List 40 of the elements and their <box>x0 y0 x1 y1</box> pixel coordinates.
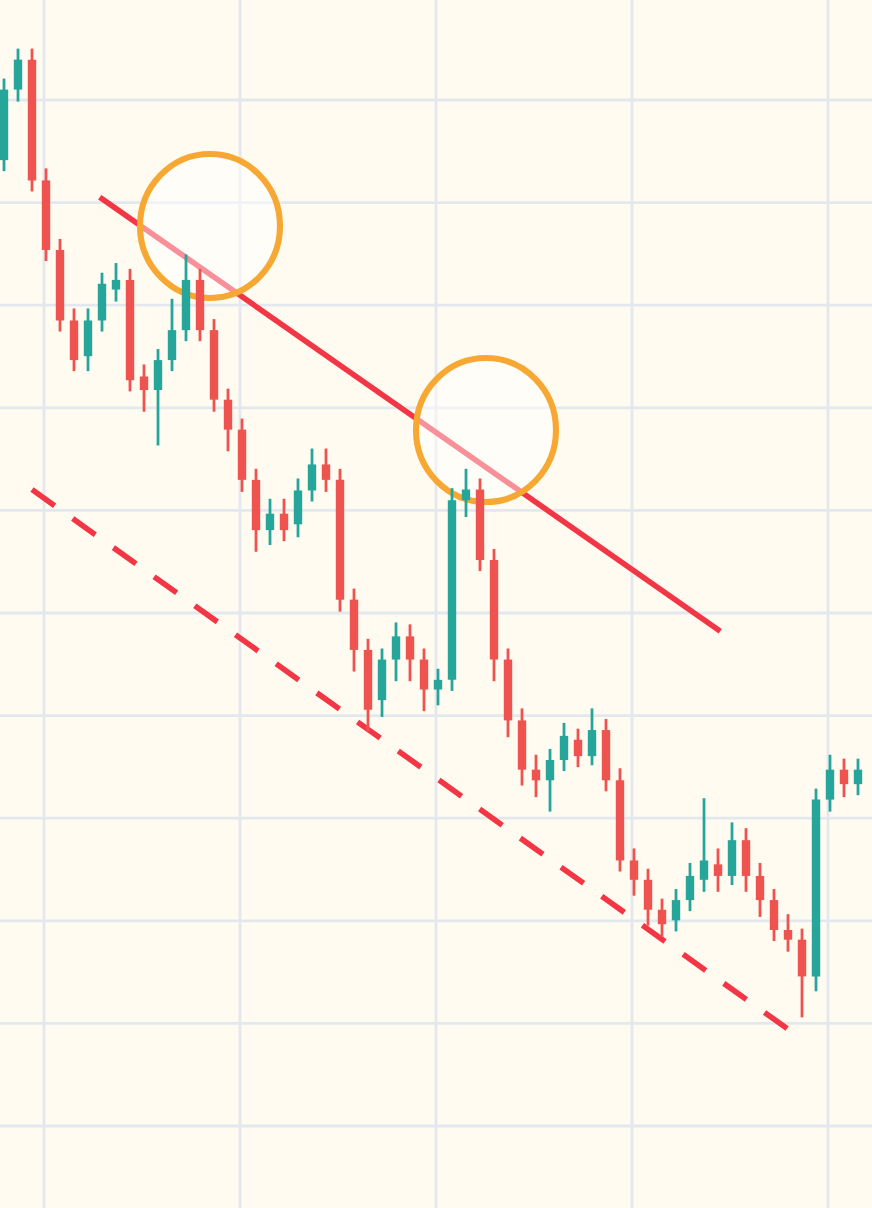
candlestick <box>853 758 863 796</box>
candlestick <box>783 914 793 952</box>
candlestick <box>797 928 807 1018</box>
candlestick <box>307 448 317 502</box>
candlestick <box>713 848 723 892</box>
candlestick <box>139 364 149 412</box>
candlestick <box>419 648 429 712</box>
candlestick <box>671 889 681 932</box>
candlestick <box>699 798 709 892</box>
candlestick <box>531 754 541 798</box>
candlestick <box>727 822 737 886</box>
candlestick <box>573 728 583 768</box>
candlestick <box>545 748 555 812</box>
candlestick <box>279 498 289 542</box>
candlestick <box>265 498 275 546</box>
candlestick <box>391 622 401 682</box>
candlestick <box>825 754 835 812</box>
candlestick <box>405 624 415 682</box>
candlestick <box>741 828 751 892</box>
candlestick <box>559 722 569 772</box>
candlestick <box>461 468 471 517</box>
candlestick <box>587 708 597 766</box>
candlestick <box>643 868 653 926</box>
candlestick <box>755 862 765 917</box>
candlestick <box>167 298 177 372</box>
candlestick <box>83 308 93 372</box>
candlestick <box>293 478 303 538</box>
candlestick <box>839 758 849 798</box>
candlestick <box>111 263 121 302</box>
candlestick <box>685 862 695 912</box>
candlestick <box>769 889 779 942</box>
candlestick <box>657 898 667 938</box>
candlestick <box>629 848 639 896</box>
candlestick <box>321 448 331 492</box>
candlestick <box>223 388 233 452</box>
candlestick <box>377 648 387 717</box>
candlestick <box>153 349 163 446</box>
candlestick <box>97 272 107 332</box>
candlestick <box>13 48 23 102</box>
candlestick <box>69 308 79 372</box>
